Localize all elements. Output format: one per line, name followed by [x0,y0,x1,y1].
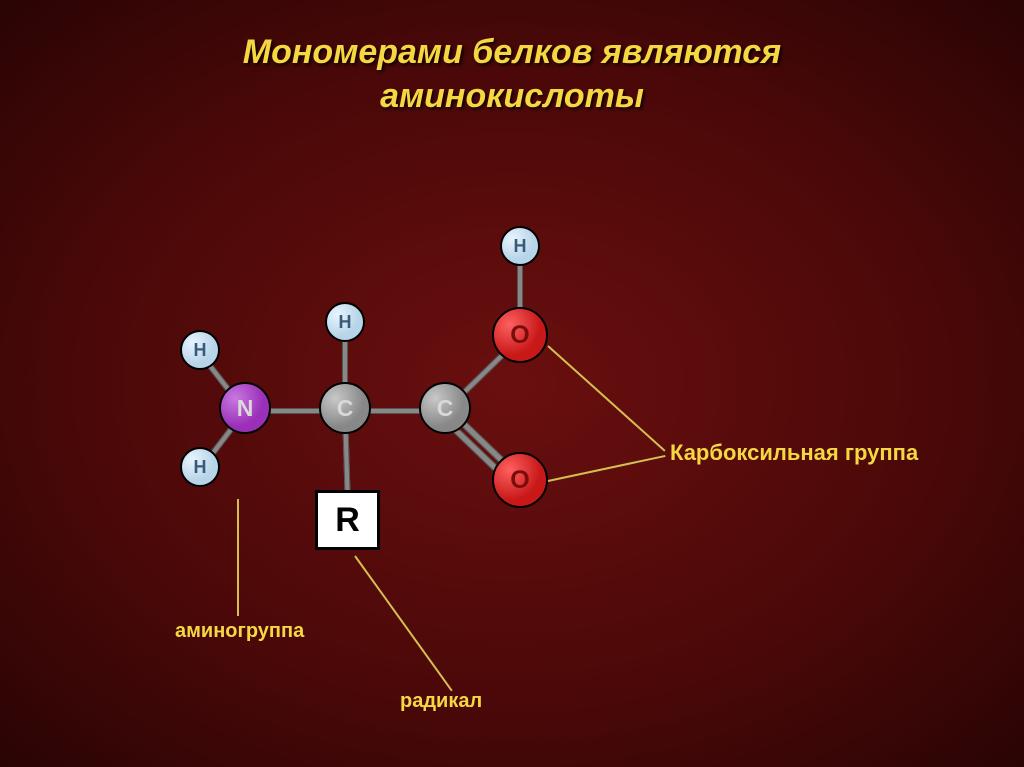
atom-C2: C [419,382,471,434]
pointer-line [354,555,453,691]
amino-acid-diagram: NHHCHCOOHRКарбоксильная группааминогрупп… [0,0,1024,767]
pointer-line [237,499,239,616]
pointer-line [548,455,665,482]
atom-O2: O [492,452,548,508]
atom-H2: H [180,447,220,487]
atom-H4: H [500,226,540,266]
atom-H3: H [325,302,365,342]
label-amino: аминогруппа [175,620,304,643]
atom-C1: C [319,382,371,434]
label-radical: радикал [400,690,482,713]
atom-H1: H [180,330,220,370]
pointer-line [547,345,665,451]
atom-O1: O [492,307,548,363]
atom-N: N [219,382,271,434]
label-carboxyl: Карбоксильная группа [670,440,918,466]
r-group: R [315,490,380,550]
